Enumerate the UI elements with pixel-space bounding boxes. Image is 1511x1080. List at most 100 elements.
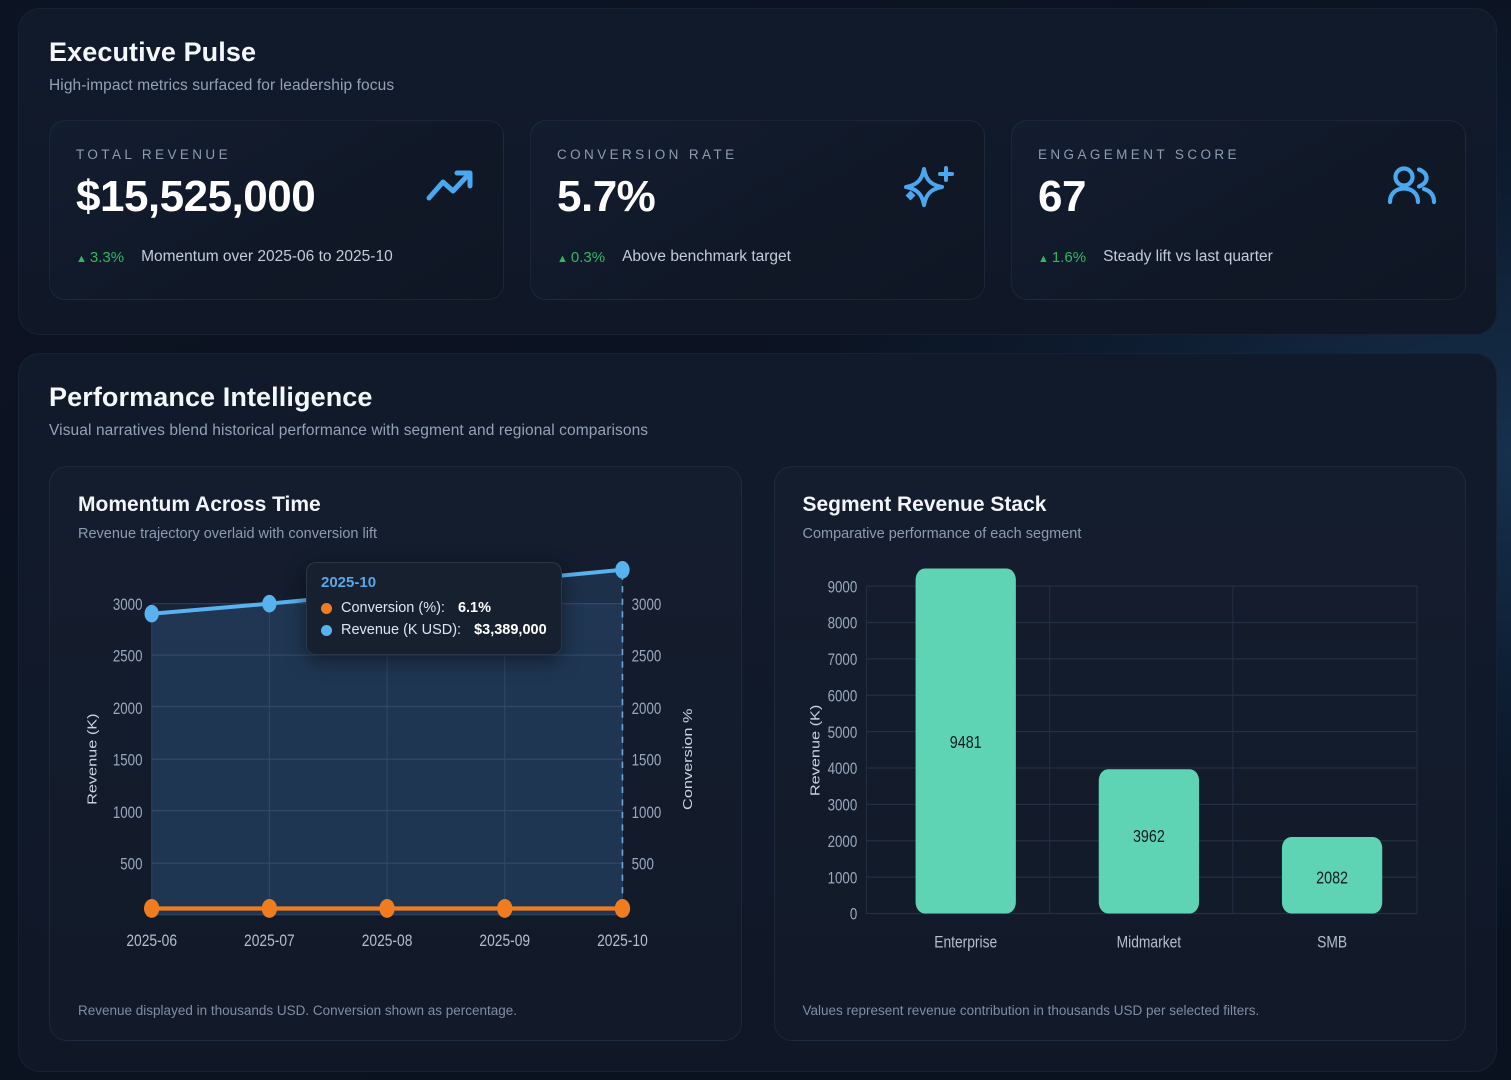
svg-text:1000: 1000 bbox=[632, 805, 662, 823]
line-chart-plot[interactable]: 3000 2500 2000 1500 1000 500 3000 2500 2… bbox=[78, 556, 713, 995]
svg-text:2025-10: 2025-10 bbox=[597, 932, 648, 951]
performance-intelligence-panel: Performance Intelligence Visual narrativ… bbox=[18, 353, 1497, 1072]
chart-title: Momentum Across Time bbox=[78, 493, 321, 516]
users-icon bbox=[1385, 165, 1439, 214]
kpi-label: CONVERSION RATE bbox=[557, 147, 738, 162]
tooltip-row-revenue: Revenue (K USD): $3,389,000 bbox=[321, 619, 547, 641]
kpi-footer: ▲ 0.3% Above benchmark target bbox=[557, 248, 958, 266]
right-axis-label: Conversion % bbox=[681, 708, 695, 809]
svg-text:5000: 5000 bbox=[827, 725, 857, 743]
tooltip-label: Conversion (%): bbox=[341, 600, 445, 616]
page-subtitle: High-impact metrics surfaced for leaders… bbox=[49, 77, 395, 94]
bar-chart-svg[interactable]: 9000 8000 7000 6000 5000 4000 3000 2000 … bbox=[803, 556, 1438, 995]
kpi-delta: ▲ 3.3% bbox=[76, 249, 124, 266]
left-axis-label: Revenue (K) bbox=[86, 713, 100, 805]
kpi-value: 5.7% bbox=[557, 172, 656, 221]
bar-value-labels: 9481 3962 2082 bbox=[949, 733, 1347, 888]
svg-text:1000: 1000 bbox=[827, 870, 857, 888]
x-axis-labels: 2025-06 2025-07 2025-08 2025-09 2025-10 bbox=[126, 932, 647, 951]
page-title: Executive Pulse bbox=[49, 37, 257, 67]
svg-text:Enterprise: Enterprise bbox=[934, 933, 997, 952]
svg-text:3000: 3000 bbox=[113, 597, 143, 615]
kpi-delta: ▲ 1.6% bbox=[1038, 249, 1086, 266]
kpi-card-engagement-score[interactable]: ENGAGEMENT SCORE 67 ▲ 1.6% Steady lift vs… bbox=[1011, 120, 1466, 300]
kpi-delta-value: 1.6% bbox=[1051, 248, 1087, 266]
svg-text:2025-09: 2025-09 bbox=[479, 932, 530, 951]
conversion-markers bbox=[144, 899, 631, 918]
svg-text:2000: 2000 bbox=[632, 701, 662, 719]
svg-text:SMB: SMB bbox=[1317, 933, 1347, 952]
triangle-up-icon: ▲ bbox=[557, 252, 568, 265]
left-axis-ticks: 3000 2500 2000 1500 1000 500 bbox=[113, 597, 143, 874]
svg-text:8000: 8000 bbox=[827, 616, 857, 634]
section-title: Performance Intelligence bbox=[49, 382, 373, 412]
svg-text:2082: 2082 bbox=[1316, 868, 1348, 888]
chart-footnote: Values represent revenue contribution in… bbox=[802, 1003, 1260, 1018]
triangle-up-icon: ▲ bbox=[1038, 252, 1049, 265]
svg-text:2025-07: 2025-07 bbox=[244, 932, 295, 951]
svg-text:3962: 3962 bbox=[1132, 827, 1164, 847]
kpi-note: Momentum over 2025-06 to 2025-10 bbox=[141, 248, 393, 265]
svg-text:0: 0 bbox=[849, 907, 856, 925]
tooltip-title: 2025-10 bbox=[321, 574, 377, 591]
svg-text:6000: 6000 bbox=[827, 688, 857, 706]
tooltip-value: $3,389,000 bbox=[474, 622, 547, 639]
section-subtitle: Visual narratives blend historical perfo… bbox=[49, 422, 649, 439]
momentum-across-time-card: Momentum Across Time Revenue trajectory … bbox=[49, 466, 742, 1041]
bar-smb bbox=[1281, 836, 1382, 914]
x-axis-labels: Enterprise Midmarket SMB bbox=[934, 933, 1347, 952]
revenue-area bbox=[151, 569, 623, 915]
kpi-card-row: TOTAL REVENUE $15,525,000 ▲ 3.3% Momentum… bbox=[49, 120, 1466, 300]
kpi-footer: ▲ 3.3% Momentum over 2025-06 to 2025-10 bbox=[76, 248, 477, 266]
bars bbox=[915, 568, 1382, 914]
kpi-note: Above benchmark target bbox=[622, 248, 791, 265]
kpi-value: 67 bbox=[1038, 172, 1086, 221]
tooltip-label: Revenue (K USD): bbox=[341, 622, 462, 639]
kpi-delta: ▲ 0.3% bbox=[557, 249, 605, 266]
line-chart-svg[interactable]: 3000 2500 2000 1500 1000 500 3000 2500 2… bbox=[78, 556, 713, 995]
svg-text:500: 500 bbox=[120, 856, 142, 874]
chart-footnote: Revenue displayed in thousands USD. Conv… bbox=[78, 1003, 518, 1018]
kpi-card-conversion-rate[interactable]: CONVERSION RATE 5.7% ▲ 0.3% Above benchma… bbox=[530, 120, 985, 300]
kpi-delta-value: 0.3% bbox=[570, 248, 606, 266]
kpi-label: TOTAL REVENUE bbox=[76, 147, 231, 162]
chart-subtitle: Revenue trajectory overlaid with convers… bbox=[78, 526, 377, 542]
bar-chart-plot[interactable]: 9000 8000 7000 6000 5000 4000 3000 2000 … bbox=[803, 556, 1438, 995]
kpi-note: Steady lift vs last quarter bbox=[1103, 248, 1273, 265]
svg-text:2500: 2500 bbox=[632, 648, 662, 666]
y-axis-ticks: 9000 8000 7000 6000 5000 4000 3000 2000 … bbox=[827, 579, 857, 924]
svg-text:1500: 1500 bbox=[632, 752, 662, 770]
svg-text:2000: 2000 bbox=[827, 834, 857, 852]
kpi-card-total-revenue[interactable]: TOTAL REVENUE $15,525,000 ▲ 3.3% Momentum… bbox=[49, 120, 504, 300]
svg-text:2500: 2500 bbox=[113, 648, 143, 666]
trending-up-icon bbox=[425, 165, 477, 212]
svg-text:2000: 2000 bbox=[113, 701, 143, 719]
segment-revenue-stack-card: Segment Revenue Stack Comparative perfor… bbox=[773, 466, 1466, 1041]
svg-text:3000: 3000 bbox=[827, 797, 857, 815]
chart-card-row: Momentum Across Time Revenue trajectory … bbox=[49, 466, 1466, 1041]
svg-text:Midmarket: Midmarket bbox=[1116, 933, 1181, 952]
svg-text:1000: 1000 bbox=[113, 805, 143, 823]
bar-enterprise bbox=[915, 568, 1016, 914]
chart-title: Segment Revenue Stack bbox=[802, 493, 1047, 516]
svg-text:500: 500 bbox=[632, 856, 654, 874]
y-axis-label: Revenue (K) bbox=[808, 705, 822, 797]
svg-text:1500: 1500 bbox=[113, 752, 143, 770]
svg-text:9000: 9000 bbox=[827, 579, 857, 597]
series-color-dot-conversion bbox=[321, 602, 332, 614]
svg-text:2025-06: 2025-06 bbox=[126, 932, 177, 951]
kpi-label: ENGAGEMENT SCORE bbox=[1038, 147, 1240, 162]
kpi-delta-value: 3.3% bbox=[89, 248, 125, 266]
tooltip-row-conversion: Conversion (%): 6.1% bbox=[321, 597, 547, 619]
executive-pulse-panel: Executive Pulse High-impact metrics surf… bbox=[18, 8, 1497, 335]
tooltip-value: 6.1% bbox=[457, 600, 492, 616]
svg-text:4000: 4000 bbox=[827, 761, 857, 779]
svg-text:2025-08: 2025-08 bbox=[362, 932, 413, 951]
right-axis-ticks: 3000 2500 2000 1500 1000 500 bbox=[632, 597, 662, 874]
bar-midmarket bbox=[1098, 769, 1199, 914]
svg-text:7000: 7000 bbox=[827, 652, 857, 670]
chart-tooltip: 2025-10 Conversion (%): 6.1% Revenue (K … bbox=[306, 562, 562, 655]
kpi-value: $15,525,000 bbox=[76, 172, 316, 221]
svg-text:3000: 3000 bbox=[632, 597, 662, 615]
svg-text:9481: 9481 bbox=[949, 733, 981, 753]
